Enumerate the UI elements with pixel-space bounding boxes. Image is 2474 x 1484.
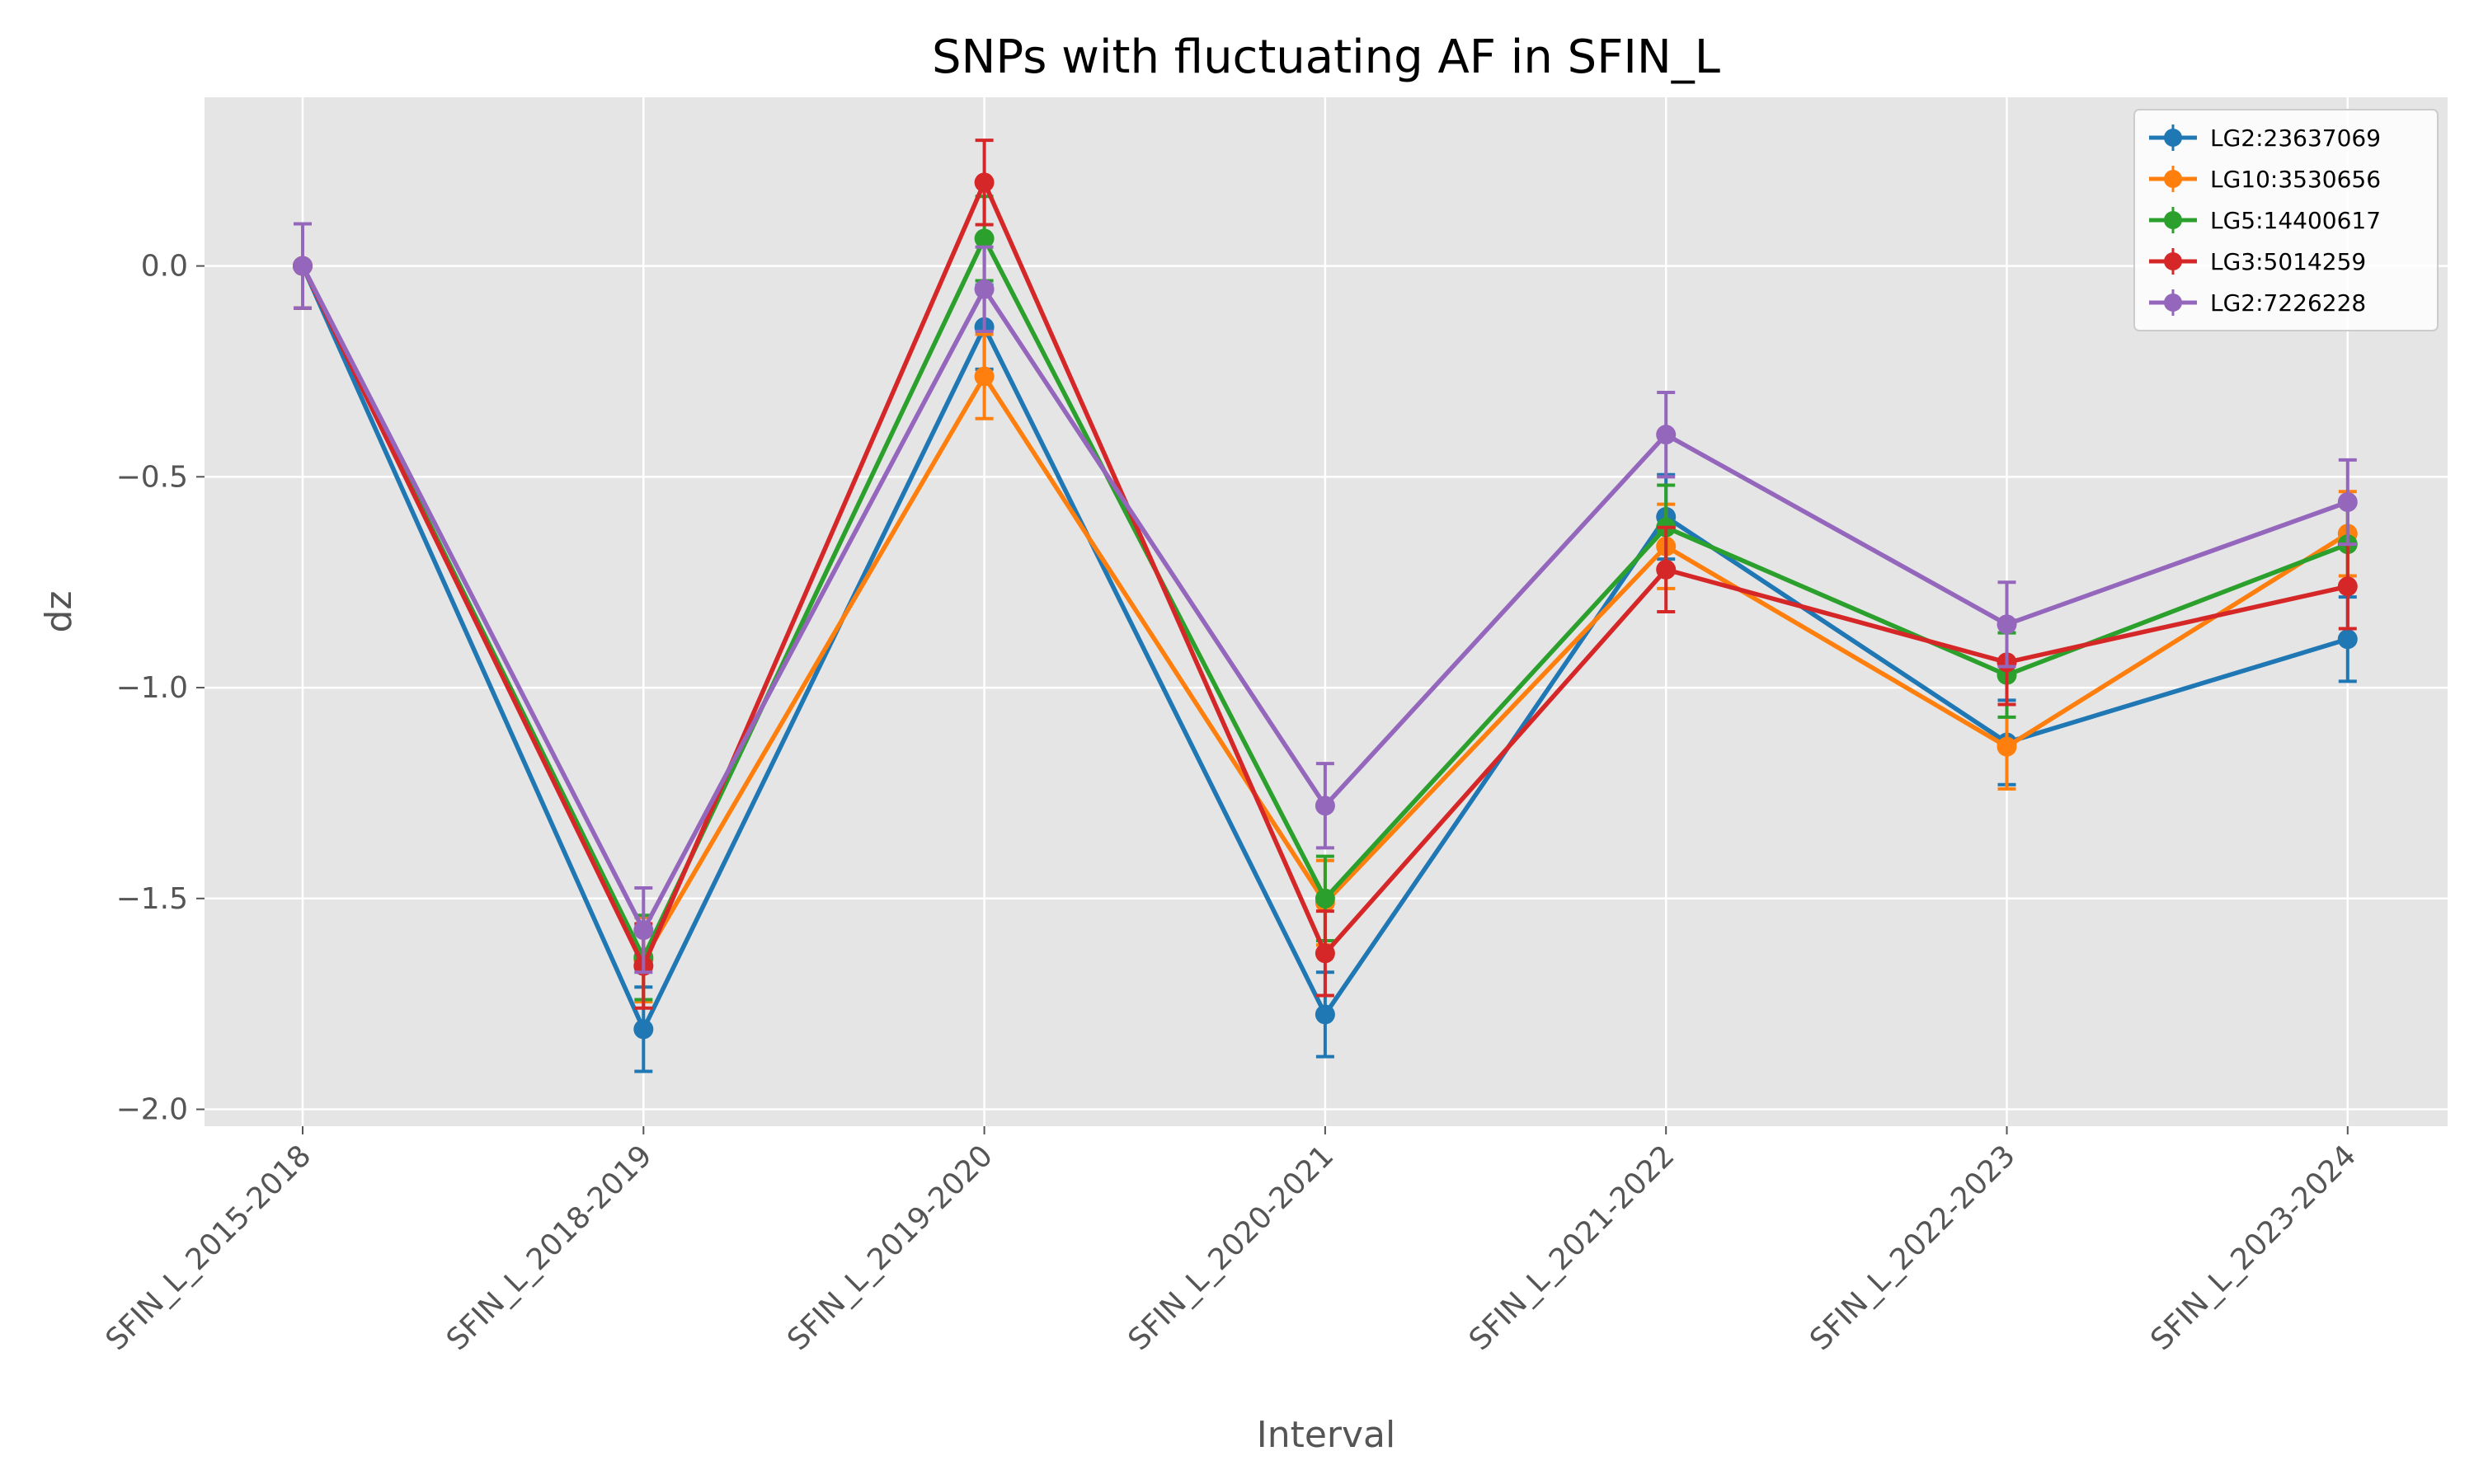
legend-label: LG3:5014259 — [2210, 248, 2366, 275]
x-tick-label: SFIN_L_2020-2021 — [1122, 1139, 1341, 1357]
y-axis-label: dz — [38, 590, 80, 632]
series-group — [293, 139, 2358, 1073]
data-point — [1315, 796, 1335, 816]
y-tick-label: −0.5 — [116, 460, 188, 494]
data-point — [974, 366, 995, 387]
y-tick-label: 0.0 — [141, 250, 188, 284]
legend-item: LG3:5014259 — [2149, 248, 2366, 275]
data-point — [2337, 629, 2358, 650]
x-tick-label: SFIN_L_2018-2019 — [440, 1139, 659, 1357]
data-point — [974, 172, 995, 193]
x-tick-label: SFIN_L_2021-2022 — [1463, 1139, 1681, 1357]
data-point — [1656, 559, 1677, 580]
y-tick-label: −1.0 — [116, 671, 188, 705]
y-tick-label: −1.5 — [116, 882, 188, 916]
legend-marker — [2164, 170, 2182, 188]
legend-label: LG5:14400617 — [2210, 207, 2381, 234]
x-axis-label: Interval — [1257, 1414, 1396, 1456]
x-tick-label: SFIN_L_2015-2018 — [100, 1139, 318, 1357]
legend-label: LG2:7226228 — [2210, 289, 2366, 317]
legend-marker — [2164, 294, 2182, 312]
data-point — [293, 256, 313, 276]
legend-item: LG2:23637069 — [2149, 124, 2381, 152]
data-point — [1315, 1004, 1335, 1025]
legend-marker — [2164, 252, 2182, 270]
legend-box — [2133, 109, 2439, 331]
legend-item: LG10:3530656 — [2149, 166, 2381, 193]
legend-label: LG10:3530656 — [2210, 166, 2381, 193]
data-point — [633, 920, 654, 941]
data-point — [2337, 492, 2358, 513]
legend-item: LG5:14400617 — [2149, 207, 2381, 234]
data-point — [974, 279, 995, 299]
x-tick-label: SFIN_L_2019-2020 — [781, 1139, 999, 1357]
x-ticks: SFIN_L_2015-2018 SFIN_L_2018-2019 SFIN_L_2… — [100, 1126, 2363, 1357]
data-point — [633, 1019, 654, 1040]
legend: LG2:23637069 LG10:3530656 LG5:14400617 LG3:… — [2133, 109, 2439, 331]
y-ticks: 0.0 −0.5 −1.0 −1.5 −2.0 — [116, 250, 205, 1127]
x-tick-label: SFIN_L_2022-2023 — [1804, 1139, 2022, 1357]
legend-label: LG2:23637069 — [2210, 124, 2381, 152]
data-point — [1997, 614, 2017, 635]
data-point — [1997, 736, 2017, 757]
data-point — [1656, 425, 1677, 445]
series-5 — [293, 222, 2358, 974]
legend-marker — [2164, 129, 2182, 147]
chart-title: SNPs with fluctuating AF in SFIN_L — [932, 31, 1720, 84]
data-point — [1315, 888, 1335, 909]
data-point — [1315, 943, 1335, 964]
legend-item: LG2:7226228 — [2149, 289, 2366, 317]
x-tick-label: SFIN_L_2023-2024 — [2144, 1139, 2363, 1357]
legend-marker — [2164, 211, 2182, 229]
data-point — [974, 228, 995, 249]
y-tick-label: −2.0 — [116, 1093, 188, 1127]
data-point — [2337, 576, 2358, 597]
